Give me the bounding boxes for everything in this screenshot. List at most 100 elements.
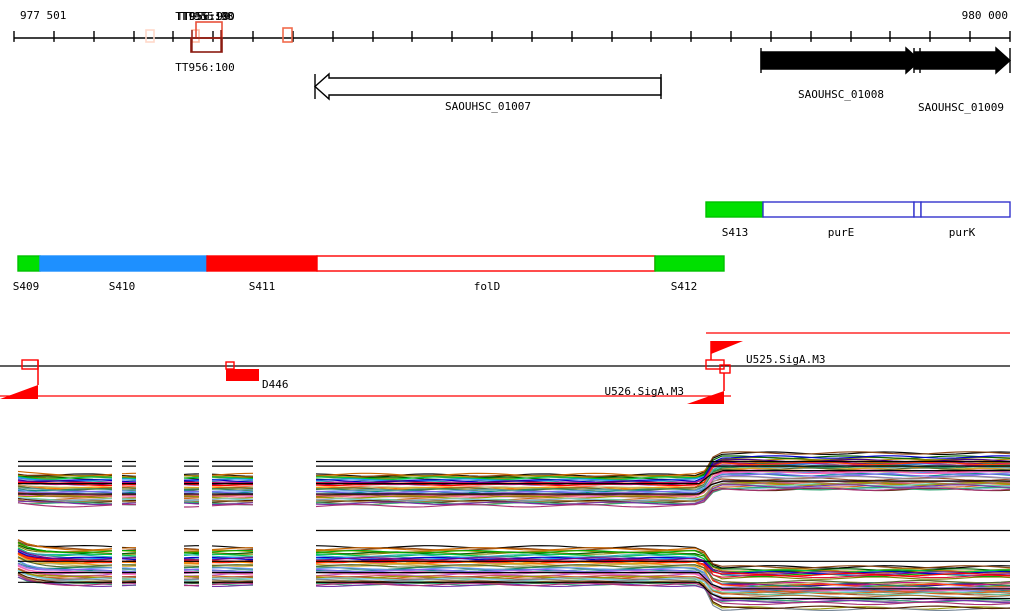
expression-trace [315,477,1011,498]
expression-trace [211,478,254,481]
expression-trace [315,575,1010,595]
gene-saouhsc-01007[interactable] [313,72,662,101]
expression-trace [183,476,200,479]
expression-trace [211,502,254,506]
expression-trace [121,568,137,571]
tt-marker-faint-1[interactable] [145,29,155,43]
expression-trace [315,481,1011,504]
expression-trace [315,484,1011,506]
expression-trace [121,502,137,505]
expression-trace [121,558,137,561]
promoter-u525-siga-m3-label: U525.SigA.M3 [746,353,826,366]
panel-lower-traces [17,529,1011,611]
expression-trace [17,470,113,477]
expression-trace [183,479,200,481]
expression-trace [211,475,254,479]
expression-trace [121,477,137,480]
expression-reference-trace [316,470,1010,485]
segment-s410-label: S410 [108,280,136,293]
expression-trace [17,539,113,551]
gene-saouhsc-01007-label: SAOUHSC_01007 [444,100,532,113]
expression-trace [315,549,1011,572]
expression-trace [121,577,137,580]
expression-trace [211,553,254,557]
ruler-start-coordinate: 977 501 [20,9,67,22]
expression-trace [121,554,137,557]
tt-marker-faint-3[interactable] [282,27,293,43]
segment-purK[interactable] [920,201,1011,218]
expression-trace [211,494,254,497]
expression-trace [183,502,200,505]
expression-trace [121,584,137,587]
expression-trace [211,582,254,586]
expression-trace [315,583,1011,604]
expression-trace [315,556,1011,575]
expression-trace [211,564,254,567]
promoter-u526-siga-m3-box[interactable] [719,364,731,374]
expression-trace [183,554,200,556]
expression-trace [315,486,1011,506]
expression-trace [17,574,113,587]
expression-trace [121,578,137,581]
expression-trace [17,492,113,498]
terminator-d446-label: D446 [262,378,289,391]
expression-trace [17,563,113,572]
expression-trace [315,451,1011,477]
expression-trace [121,561,137,564]
expression-trace [315,566,1010,589]
expression-trace [183,488,200,491]
promoter-u526-siga-m3-wedge[interactable] [687,391,724,404]
gene-saouhsc-01008-label: SAOUHSC_01008 [797,88,885,101]
expression-trace [121,567,137,570]
segment-s413-label: S413 [721,226,749,239]
expression-trace [121,488,137,491]
expression-trace [17,500,113,506]
expression-trace [121,552,137,555]
expression-trace [315,547,1011,574]
expression-reference-trace [316,581,1010,600]
gene-saouhsc-01009[interactable] [913,46,1012,75]
expression-trace [211,479,254,483]
expression-trace [183,495,200,498]
expression-trace [211,496,254,499]
expression-trace [121,557,137,559]
expression-trace [183,473,200,475]
expression-trace [315,482,1011,499]
expression-trace [211,488,254,492]
expression-trace [121,498,137,501]
segment-s411-label: S411 [248,280,276,293]
tt-marker-box-lower[interactable] [190,37,223,53]
ruler-feature-label-above-2: TT956:99 [176,10,230,23]
expression-trace [17,541,113,554]
expression-trace [315,582,1011,603]
gene-saouhsc-01009-label: SAOUHSC_01009 [917,101,1005,114]
expression-trace [315,487,1011,508]
expression-trace [17,502,113,508]
expression-reference-trace [316,571,1010,590]
expression-trace [315,553,1011,573]
expression-trace [315,470,1011,498]
segment-s409-label: S409 [12,280,40,293]
expression-trace [211,557,254,561]
promoter-u525-siga-m3-wedge[interactable] [711,341,743,354]
gene-saouhsc-01008[interactable] [760,46,922,75]
segment-s412-label: S412 [670,280,698,293]
promoter-left-edge-wedge[interactable] [0,385,38,399]
terminator-d446-bar[interactable] [226,369,259,381]
expression-trace [315,484,1011,501]
segment-purK-label: purK [948,226,976,239]
expression-trace [315,455,1011,483]
expression-trace [17,569,113,580]
expression-reference-trace [316,480,1010,495]
expression-trace [17,556,113,568]
ruler-feature-label-above-0: TT955:100 [175,10,235,23]
expression-trace [17,476,113,480]
expression-trace [211,550,254,553]
expression-trace [183,580,200,582]
expression-trace [315,580,1011,599]
expression-trace [183,575,200,578]
segment-s412[interactable] [654,255,725,272]
expression-trace [211,577,254,580]
